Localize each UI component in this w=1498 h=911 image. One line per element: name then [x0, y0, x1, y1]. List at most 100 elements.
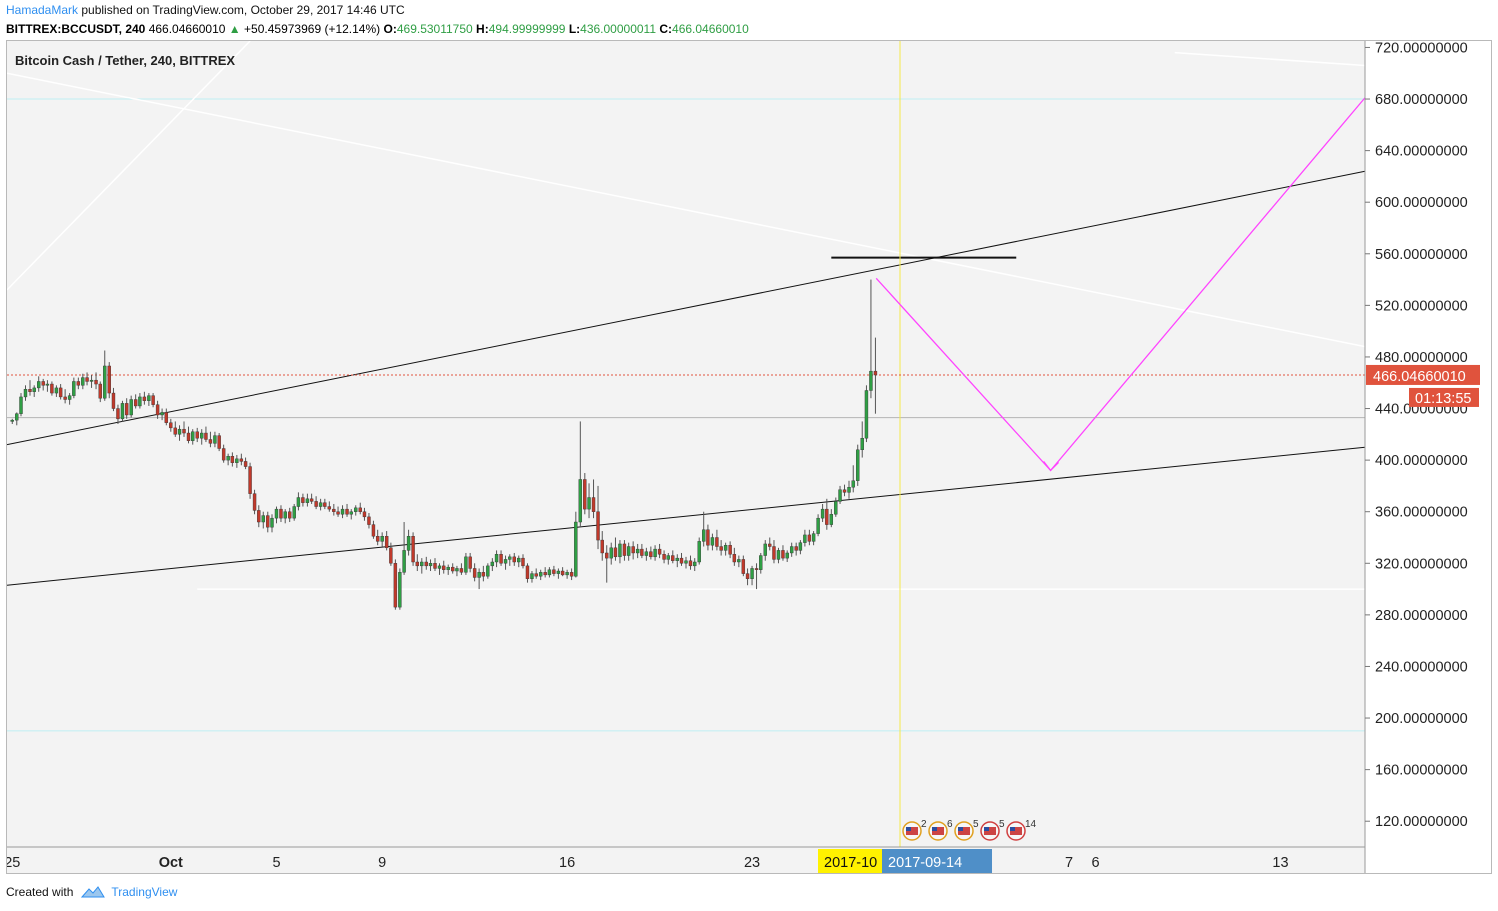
- candle-body: [332, 508, 336, 512]
- candle-body: [472, 568, 477, 578]
- candle: [446, 564, 450, 575]
- candle: [384, 531, 389, 551]
- candle: [657, 543, 662, 559]
- candle: [811, 531, 816, 546]
- candle-body: [45, 383, 50, 386]
- candle: [719, 540, 723, 556]
- candle: [142, 391, 147, 405]
- plot-background[interactable]: [7, 41, 1365, 847]
- price-chart[interactable]: 120.00000000 160.00000000 200.00000000 240.…: [7, 41, 1491, 873]
- ohlc-bar: BITTREX:BCCUSDT, 240 466.04660010 ▲ +50.…: [6, 22, 749, 36]
- price-tick-label: 400.00000000: [1375, 453, 1468, 469]
- candle-body: [116, 408, 120, 420]
- candle: [723, 542, 728, 556]
- candle-body: [706, 529, 710, 546]
- candle: [340, 505, 345, 519]
- candle-body: [732, 554, 737, 563]
- candle-body: [243, 461, 248, 467]
- candle: [613, 537, 618, 561]
- countdown-label: 01:13:55: [1415, 391, 1471, 407]
- candle: [794, 542, 798, 556]
- candle: [111, 387, 116, 412]
- low-label: L:: [568, 22, 581, 36]
- candle: [864, 385, 869, 443]
- candle: [15, 412, 19, 426]
- event-count-label: 5: [999, 819, 1005, 830]
- candle-body: [19, 396, 23, 414]
- candle: [437, 563, 442, 575]
- candle-body: [856, 449, 860, 481]
- candle-body: [825, 508, 829, 525]
- plot-area[interactable]: [7, 41, 1365, 847]
- candle-body: [323, 502, 327, 507]
- candle-body: [613, 547, 618, 558]
- candle-body: [274, 508, 279, 519]
- candle-body: [398, 572, 402, 608]
- candle: [785, 550, 789, 562]
- candle: [296, 492, 301, 511]
- candle-body: [420, 561, 424, 567]
- publish-info: published on TradingView.com, October 29…: [78, 3, 405, 17]
- candle: [798, 540, 803, 555]
- tradingview-brand-link[interactable]: TradingView: [111, 885, 178, 899]
- candle-body: [521, 557, 525, 567]
- faint-top-trendline: [1174, 51, 1366, 67]
- candle: [63, 389, 67, 404]
- event-flag-icon[interactable]: 5: [980, 819, 1005, 841]
- event-flag-icon[interactable]: 14: [1006, 819, 1037, 841]
- candle: [838, 485, 842, 504]
- candle-body: [565, 572, 569, 576]
- candle: [596, 485, 600, 550]
- author-link[interactable]: HamadaMark: [6, 3, 79, 17]
- footer: Created with TradingView: [6, 885, 177, 899]
- candle: [455, 565, 459, 577]
- candle-body: [182, 428, 186, 434]
- candle-body: [464, 556, 468, 573]
- candle-body: [552, 569, 556, 574]
- candle-body: [221, 448, 226, 461]
- candle: [569, 568, 574, 581]
- candle: [160, 408, 164, 421]
- candle: [860, 421, 864, 458]
- candle: [503, 555, 508, 570]
- candle: [745, 568, 750, 586]
- candle-body: [261, 515, 265, 523]
- candle-body: [811, 533, 816, 542]
- price-tick-label: 200.00000000: [1375, 711, 1468, 727]
- candle-body: [499, 554, 503, 564]
- last-price: 466.04660010: [148, 22, 226, 36]
- price-axis[interactable]: 120.00000000 160.00000000 200.00000000 240.…: [1364, 41, 1491, 873]
- candle-body: [375, 536, 380, 542]
- candle-body: [574, 521, 578, 577]
- candle: [239, 453, 244, 466]
- crosshair-date-badge-yellow: [818, 849, 885, 873]
- candle-body: [451, 566, 455, 572]
- candle-body: [415, 561, 420, 567]
- candle: [138, 393, 142, 409]
- candle: [133, 394, 138, 409]
- candle: [702, 511, 706, 547]
- symbol-label: BITTREX:BCCUSDT, 240: [6, 22, 146, 36]
- candle-body: [798, 542, 803, 551]
- candle: [248, 462, 252, 499]
- candle: [362, 507, 367, 521]
- price-axis-background[interactable]: [1365, 41, 1491, 873]
- event-flag-icon[interactable]: 6: [928, 819, 953, 841]
- candle-body: [807, 534, 812, 542]
- chart-frame[interactable]: 120.00000000 160.00000000 200.00000000 240.…: [6, 40, 1492, 874]
- candle-body: [543, 572, 547, 576]
- candle-body: [191, 431, 195, 441]
- candle: [415, 554, 420, 572]
- candle-body: [715, 537, 719, 547]
- event-flag-icon[interactable]: 2: [902, 819, 927, 841]
- candle-body: [728, 545, 732, 555]
- candle-body: [103, 365, 107, 399]
- candle-body: [358, 507, 362, 512]
- event-count-label: 2: [921, 819, 927, 830]
- candle-body: [842, 489, 847, 493]
- event-flag-icon[interactable]: 5: [954, 819, 979, 841]
- candle-body: [248, 466, 252, 494]
- candle: [235, 454, 239, 468]
- candle-body: [111, 392, 116, 409]
